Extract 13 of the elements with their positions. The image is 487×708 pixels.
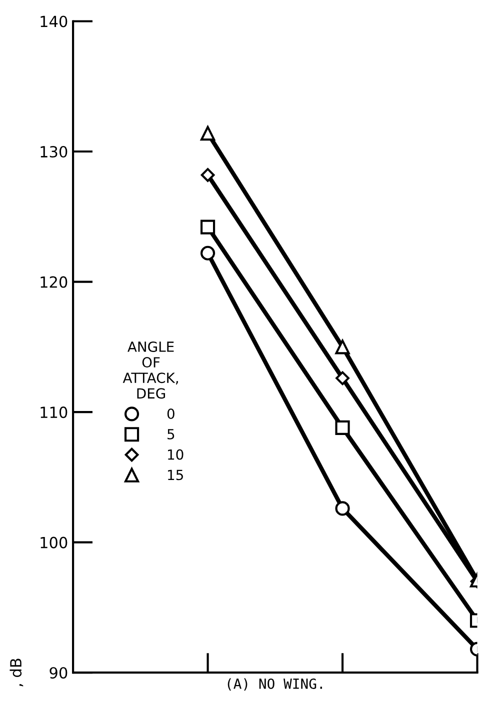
y-tick-label: 90 — [50, 667, 68, 679]
legend-label: 5 — [168, 429, 174, 440]
legend-label: 10 — [168, 449, 184, 460]
legend-title: ANGLE OF ATTACK, DEG — [122, 341, 178, 399]
y-tick-label: 100 — [40, 536, 68, 548]
x-axis-title: (A) NO WING. — [228, 678, 322, 691]
y-axis-title: , dB — [10, 658, 24, 686]
y-tick-label: 110 — [40, 406, 68, 418]
legend-label: 0 — [167, 408, 174, 420]
legend-label: 15 — [168, 470, 183, 480]
y-tick-label: 140 — [40, 16, 68, 28]
y-tick-label: 130 — [40, 146, 68, 158]
y-tick-label: 120 — [40, 276, 68, 288]
